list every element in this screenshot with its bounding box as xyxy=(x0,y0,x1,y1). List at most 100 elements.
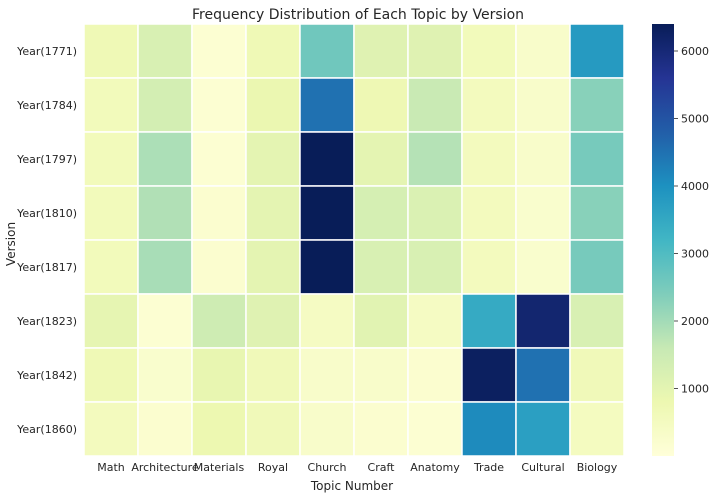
heatmap-cell xyxy=(299,131,355,187)
heatmap-cells xyxy=(83,23,625,457)
heatmap-cell xyxy=(245,293,301,349)
heatmap-cell xyxy=(407,401,463,457)
heatmap-cell xyxy=(569,23,625,79)
heatmap-cell xyxy=(299,293,355,349)
x-tick-label: Cultural xyxy=(521,461,564,474)
heatmap-cell xyxy=(353,239,409,295)
colorbar-tick-label: 2000 xyxy=(681,315,709,328)
heatmap-cell xyxy=(191,131,247,187)
colorbar-tick-label: 5000 xyxy=(681,113,709,126)
heatmap-cell xyxy=(83,347,139,403)
heatmap-cell xyxy=(407,293,463,349)
heatmap-cell xyxy=(407,77,463,133)
heatmap-cell xyxy=(245,77,301,133)
heatmap-cell xyxy=(245,347,301,403)
heatmap-cell xyxy=(245,23,301,79)
heatmap-cell xyxy=(191,239,247,295)
x-tick-label: Church xyxy=(308,461,347,474)
colorbar-tick-label: 1000 xyxy=(681,383,709,396)
heatmap-cell xyxy=(83,185,139,241)
heatmap-cell xyxy=(353,401,409,457)
heatmap-cell xyxy=(407,185,463,241)
heatmap-cell xyxy=(515,77,571,133)
heatmap-cell xyxy=(245,185,301,241)
y-tick-label: Year(1797) xyxy=(16,153,77,166)
heatmap-cell xyxy=(191,293,247,349)
x-axis-label: Topic Number xyxy=(310,479,393,493)
heatmap-cell xyxy=(569,185,625,241)
heatmap-cell xyxy=(569,293,625,349)
colorbar-tick-label: 4000 xyxy=(681,180,709,193)
heatmap-cell xyxy=(515,401,571,457)
x-tick-label: Biology xyxy=(577,461,618,474)
heatmap-cell xyxy=(191,77,247,133)
y-tick-label: Year(1823) xyxy=(16,315,77,328)
heatmap-cell xyxy=(191,185,247,241)
chart-title: Frequency Distribution of Each Topic by … xyxy=(192,7,524,23)
heatmap-cell xyxy=(83,23,139,79)
heatmap-cell xyxy=(353,347,409,403)
heatmap-cell xyxy=(191,347,247,403)
y-tick-label: Year(1784) xyxy=(16,99,77,112)
heatmap-cell xyxy=(461,239,517,295)
heatmap-cell xyxy=(299,347,355,403)
colorbar-tick-label: 6000 xyxy=(681,45,709,58)
heatmap-cell xyxy=(245,131,301,187)
heatmap-cell xyxy=(515,131,571,187)
heatmap-cell xyxy=(137,131,193,187)
heatmap-cell xyxy=(83,77,139,133)
heatmap-cell xyxy=(515,347,571,403)
heatmap-cell xyxy=(353,77,409,133)
x-tick-label: Royal xyxy=(258,461,288,474)
heatmap-cell xyxy=(245,239,301,295)
heatmap-cell xyxy=(569,131,625,187)
heatmap-cell xyxy=(515,293,571,349)
heatmap-cell xyxy=(299,239,355,295)
heatmap-cell xyxy=(299,77,355,133)
heatmap-cell xyxy=(191,23,247,79)
heatmap-cell xyxy=(137,185,193,241)
heatmap-cell xyxy=(461,77,517,133)
x-tick-label: Materials xyxy=(194,461,245,474)
heatmap-cell xyxy=(83,239,139,295)
y-tick-label: Year(1842) xyxy=(16,369,77,382)
x-tick-label: Anatomy xyxy=(410,461,460,474)
heatmap-cell xyxy=(515,185,571,241)
x-tick-label: Architecture xyxy=(131,461,199,474)
heatmap-cell xyxy=(353,293,409,349)
heatmap-cell xyxy=(461,347,517,403)
heatmap-cell xyxy=(245,401,301,457)
heatmap-cell xyxy=(191,401,247,457)
heatmap-cell xyxy=(137,23,193,79)
x-tick-label: Trade xyxy=(473,461,504,474)
heatmap-cell xyxy=(137,77,193,133)
heatmap-cell xyxy=(353,131,409,187)
heatmap-cell xyxy=(299,401,355,457)
heatmap-cell xyxy=(569,347,625,403)
heatmap-cell xyxy=(83,401,139,457)
heatmap-cell xyxy=(515,239,571,295)
heatmap-cell xyxy=(407,239,463,295)
heatmap-cell xyxy=(83,131,139,187)
heatmap-cell xyxy=(353,23,409,79)
heatmap-cell xyxy=(353,185,409,241)
heatmap-cell xyxy=(407,131,463,187)
heatmap-cell xyxy=(407,347,463,403)
heatmap-cell xyxy=(137,401,193,457)
y-tick-label: Year(1860) xyxy=(16,423,77,436)
heatmap-cell xyxy=(515,23,571,79)
y-tick-label: Year(1810) xyxy=(16,207,77,220)
y-tick-label: Year(1817) xyxy=(16,261,77,274)
heatmap-cell xyxy=(299,23,355,79)
heatmap-cell xyxy=(461,401,517,457)
heatmap-cell xyxy=(407,23,463,79)
heatmap-cell xyxy=(461,131,517,187)
heatmap-cell xyxy=(137,347,193,403)
colorbar-ticks: 1000 2000 3000 4000 5000 6000 xyxy=(674,45,709,396)
x-tick-label: Math xyxy=(97,461,125,474)
heatmap-cell xyxy=(461,185,517,241)
heatmap-cell xyxy=(461,23,517,79)
y-tick-labels: Year(1771) Year(1784) Year(1797) Year(1810)… xyxy=(16,45,77,436)
